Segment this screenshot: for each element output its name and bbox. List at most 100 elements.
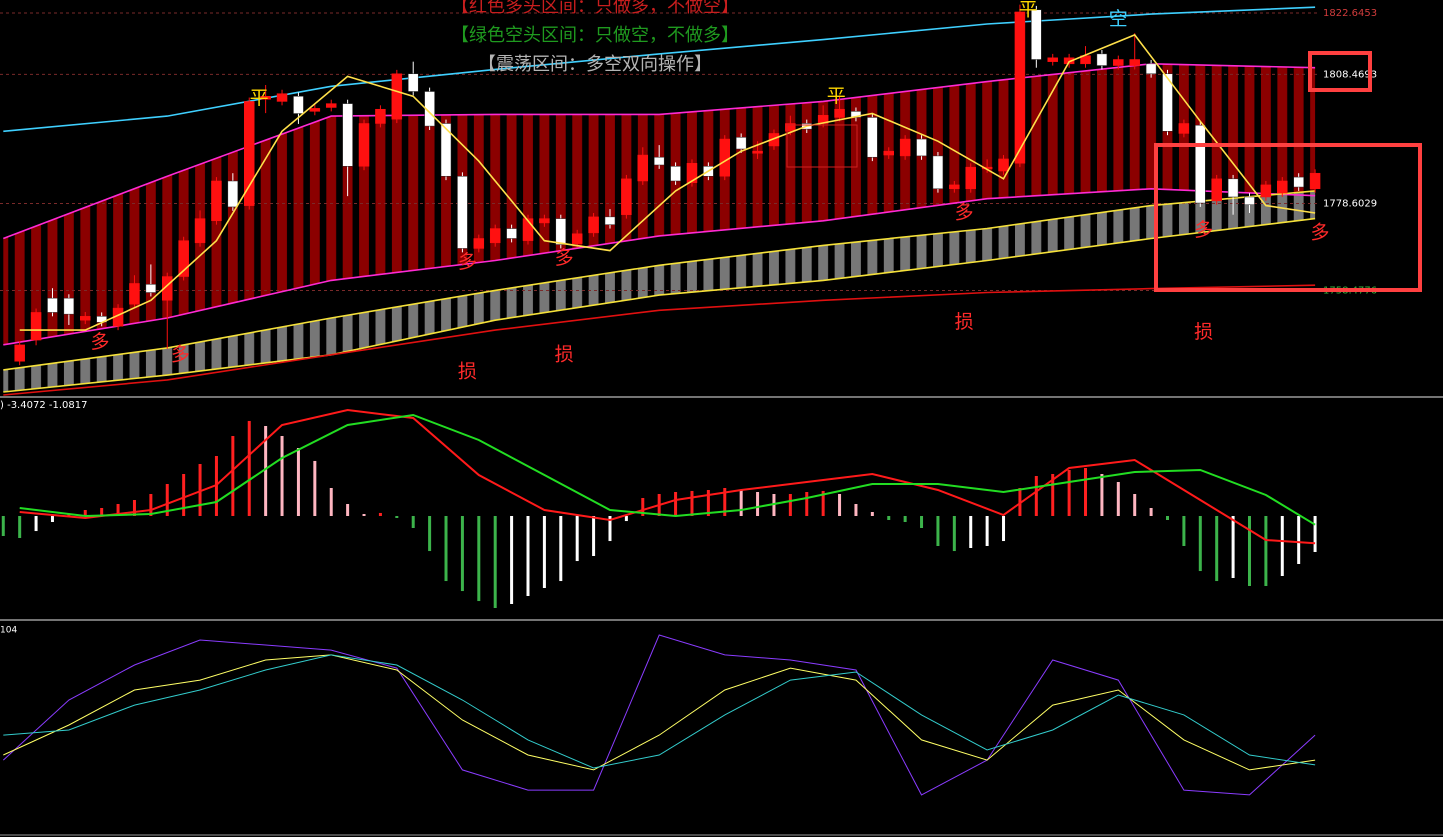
indicator-line — [3, 187, 1316, 346]
y-tick-label: 1778.6029 — [1323, 198, 1377, 209]
candle-body — [916, 138, 927, 157]
histogram-bar — [854, 504, 858, 516]
histogram-bar — [936, 516, 940, 546]
histogram-bar — [444, 516, 448, 582]
histogram-bar — [805, 492, 809, 516]
histogram-bar — [920, 516, 924, 528]
candle-body — [30, 312, 42, 341]
price-panel: 1822.64531808.46931778.60291758.4776多多多多… — [0, 0, 1377, 396]
candle-body — [670, 166, 681, 182]
histogram-bar — [362, 514, 366, 516]
histogram-bar — [526, 516, 530, 596]
candle-body — [1309, 172, 1321, 190]
candle-body — [162, 276, 173, 301]
candle-body — [1047, 57, 1058, 62]
indicator-line — [19, 413, 1316, 526]
histogram-bar — [165, 484, 169, 516]
signal-label: 多 — [458, 251, 477, 273]
histogram-bar — [985, 516, 989, 546]
histogram-bar — [18, 516, 22, 538]
candle-body — [1096, 53, 1108, 66]
candle-body — [637, 154, 649, 182]
signal-label: 多 — [1194, 219, 1213, 241]
candle-body — [211, 180, 222, 222]
candle-body — [1145, 63, 1157, 75]
histogram-bar — [1051, 474, 1055, 516]
histogram-bar — [788, 494, 792, 516]
histogram-bar — [1100, 474, 1104, 516]
histogram-bar — [296, 448, 300, 516]
indicator-label: ) -3.4072 -1.0817 — [0, 400, 87, 411]
candle-body — [14, 344, 25, 362]
candle-body — [489, 228, 501, 244]
candle-body — [539, 218, 550, 224]
candle-body — [440, 123, 452, 177]
histogram-bar — [559, 516, 563, 582]
candle-body — [883, 150, 894, 156]
histogram-bar — [838, 494, 842, 516]
histogram-bar — [690, 490, 694, 516]
histogram-bar — [608, 516, 612, 542]
histogram-bar — [198, 464, 202, 516]
signal-label: 平 — [827, 85, 846, 107]
histogram-bar — [493, 516, 497, 608]
candle-body — [785, 123, 796, 132]
candle-body — [1277, 180, 1288, 194]
candle-body — [719, 138, 731, 177]
histogram-bar — [395, 516, 399, 518]
candle-body — [1244, 196, 1255, 206]
histogram-bar — [1116, 482, 1120, 516]
candle-body — [1178, 123, 1190, 134]
histogram-bar — [1034, 476, 1038, 516]
histogram-bar — [1067, 470, 1071, 516]
histogram-bar — [34, 516, 38, 532]
histogram-bar — [411, 516, 415, 528]
histogram-bar — [313, 460, 317, 516]
candle-body — [457, 175, 468, 249]
candle-body — [506, 228, 517, 239]
histogram-bar — [1166, 516, 1170, 520]
histogram-bar — [510, 516, 514, 604]
histogram-bar — [182, 474, 186, 516]
band-fill — [3, 63, 1316, 345]
candle-body — [768, 133, 780, 147]
histogram-bar — [542, 516, 546, 588]
histogram-bar — [100, 508, 104, 516]
candle-body — [227, 180, 239, 208]
indicator-line — [3, 654, 1316, 769]
histogram-bar — [460, 516, 464, 592]
signal-label: 损 — [1194, 321, 1213, 343]
candle-body — [424, 91, 435, 127]
indicator-line — [19, 408, 1316, 545]
candle-body — [473, 238, 485, 249]
candle-body — [571, 233, 583, 244]
signal-label: 多 — [1310, 221, 1329, 243]
histogram-bar — [116, 504, 120, 516]
histogram-bar — [1231, 516, 1235, 578]
histogram-bar — [1084, 468, 1088, 516]
histogram-bar — [428, 516, 432, 552]
band-fill — [3, 190, 1316, 392]
candle-body — [80, 316, 91, 321]
candle-body — [735, 137, 747, 150]
histogram-bar — [641, 498, 645, 516]
candle-body — [1014, 11, 1026, 164]
histogram-bar — [477, 516, 481, 602]
highlight-box — [1154, 143, 1422, 292]
indicator-line — [3, 62, 1316, 240]
histogram-bar — [706, 490, 710, 516]
histogram-bar — [969, 516, 973, 548]
histogram-bar — [329, 488, 333, 516]
histogram-bar — [674, 492, 678, 516]
histogram-bar — [1198, 516, 1202, 572]
histogram-bar — [1133, 494, 1137, 516]
macd-panel: ) -3.4072 -1.0817 — [0, 400, 1317, 608]
histogram-bar — [1280, 516, 1284, 576]
histogram-bar — [231, 436, 235, 516]
histogram-bar — [1018, 488, 1022, 516]
histogram-bar — [723, 488, 727, 516]
candle-body — [1063, 57, 1075, 65]
candle-body — [358, 123, 370, 167]
candle-body — [899, 138, 911, 157]
